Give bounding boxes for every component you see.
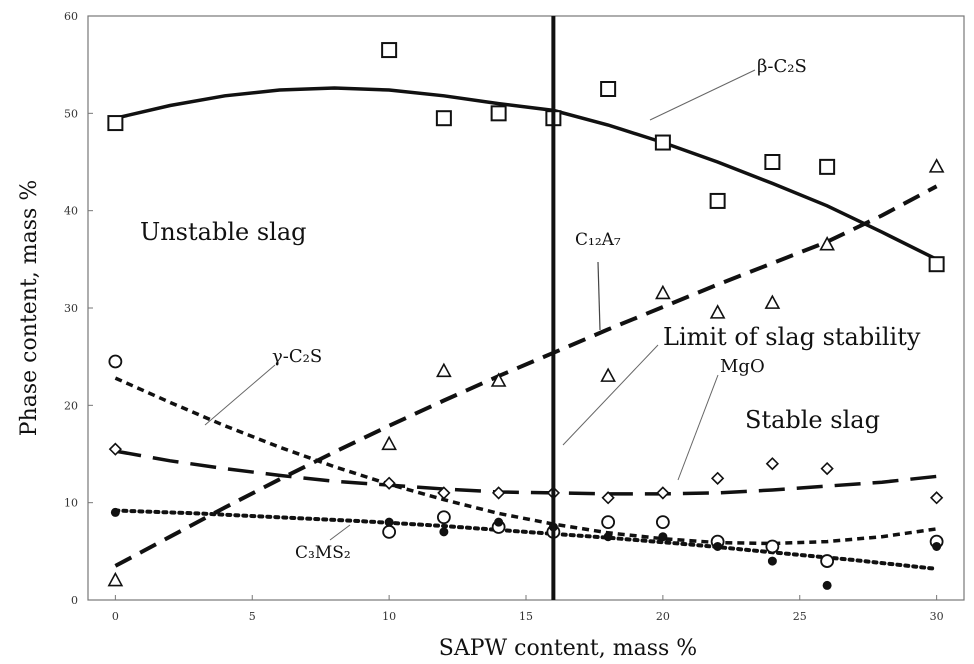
point-beta_c2s: [600, 81, 617, 97]
x-tick-label: 15: [519, 610, 533, 623]
label-beta-c2s: β-C₂S: [757, 56, 807, 77]
point-c12a7: [819, 236, 835, 251]
point-c3ms2: [494, 517, 504, 527]
point-mgo: [601, 491, 615, 505]
point-beta_c2s: [709, 192, 726, 209]
y-tick-label: 30: [64, 302, 78, 315]
point-c3ms2: [713, 541, 723, 551]
point-gamma_c2s: [436, 510, 451, 525]
x-tick-label: 0: [112, 610, 119, 623]
y-tick-label: 20: [64, 399, 78, 412]
label-mgo: MgO: [720, 356, 765, 377]
data-points: [107, 42, 945, 590]
point-mgo: [437, 486, 451, 500]
point-mgo: [765, 457, 780, 471]
point-mgo: [820, 461, 834, 476]
point-gamma_c2s: [108, 354, 123, 369]
point-c12a7: [764, 294, 781, 309]
point-c3ms2: [822, 580, 832, 590]
point-beta_c2s: [107, 115, 124, 132]
point-c12a7: [490, 372, 507, 387]
x-axis-title: SAPW content, mass %: [439, 636, 697, 661]
point-gamma_c2s: [601, 515, 616, 530]
point-beta_c2s: [819, 158, 836, 175]
point-c12a7: [655, 284, 671, 300]
y-tick-label: 50: [64, 107, 78, 120]
point-beta_c2s: [764, 154, 781, 170]
point-c12a7: [709, 304, 726, 319]
x-tick-label: 20: [656, 610, 670, 623]
point-mgo: [656, 486, 670, 500]
point-c3ms2: [439, 527, 449, 537]
point-beta_c2s: [381, 42, 398, 59]
y-tick-label: 40: [64, 205, 78, 218]
point-mgo: [382, 476, 396, 490]
y-axis-title: Phase content, mass %: [17, 180, 42, 436]
trend-line-c12a7: [114, 184, 938, 568]
x-tick-label: 30: [930, 610, 944, 623]
annotation-stable-slag: Stable slag: [745, 406, 880, 434]
point-beta_c2s: [435, 110, 452, 127]
point-c12a7: [600, 367, 616, 382]
label-c12a7: C₁₂A₇: [575, 230, 621, 250]
point-mgo: [108, 442, 123, 456]
annotation-limit: Limit of slag stability: [663, 323, 921, 351]
y-tick-label: 10: [64, 497, 78, 510]
point-gamma_c2s: [820, 554, 835, 568]
ticks: 0 5 10 15 20 25 30 0 10 20 30 40 50 60: [64, 10, 944, 623]
point-gamma_c2s: [382, 524, 397, 539]
point-beta_c2s: [490, 105, 507, 122]
x-tick-label: 25: [793, 610, 807, 623]
point-c3ms2: [932, 541, 942, 551]
point-mgo: [929, 491, 944, 505]
y-tick-label: 0: [71, 594, 78, 607]
trend-lines: [113, 86, 939, 571]
point-c12a7: [928, 158, 945, 173]
point-beta_c2s: [654, 134, 671, 151]
point-mgo: [710, 471, 725, 485]
annotation-unstable-slag: Unstable slag: [140, 218, 307, 246]
point-c3ms2: [767, 556, 777, 566]
y-tick-label: 60: [64, 10, 78, 23]
point-c12a7: [107, 571, 124, 587]
point-c12a7: [436, 362, 452, 378]
point-gamma_c2s: [765, 539, 780, 554]
point-c3ms2: [603, 532, 613, 542]
x-tick-label: 5: [249, 610, 256, 623]
point-c3ms2: [658, 532, 668, 542]
trend-line-beta_c2s: [115, 86, 938, 261]
point-c12a7: [381, 435, 397, 451]
label-gamma-c2s: γ-C₂S: [272, 346, 322, 367]
trend-line-c3ms2: [113, 508, 939, 571]
point-mgo: [491, 486, 506, 500]
point-c3ms2: [384, 517, 394, 527]
leader-lines: [204, 69, 756, 541]
trend-line-gamma_c2s: [114, 376, 937, 546]
trend-line-mgo: [115, 449, 937, 496]
point-beta_c2s: [928, 256, 945, 273]
x-tick-label: 10: [382, 610, 396, 623]
point-c3ms2: [110, 507, 120, 517]
label-c3ms2: C₃MS₂: [295, 543, 351, 563]
point-gamma_c2s: [655, 515, 670, 530]
